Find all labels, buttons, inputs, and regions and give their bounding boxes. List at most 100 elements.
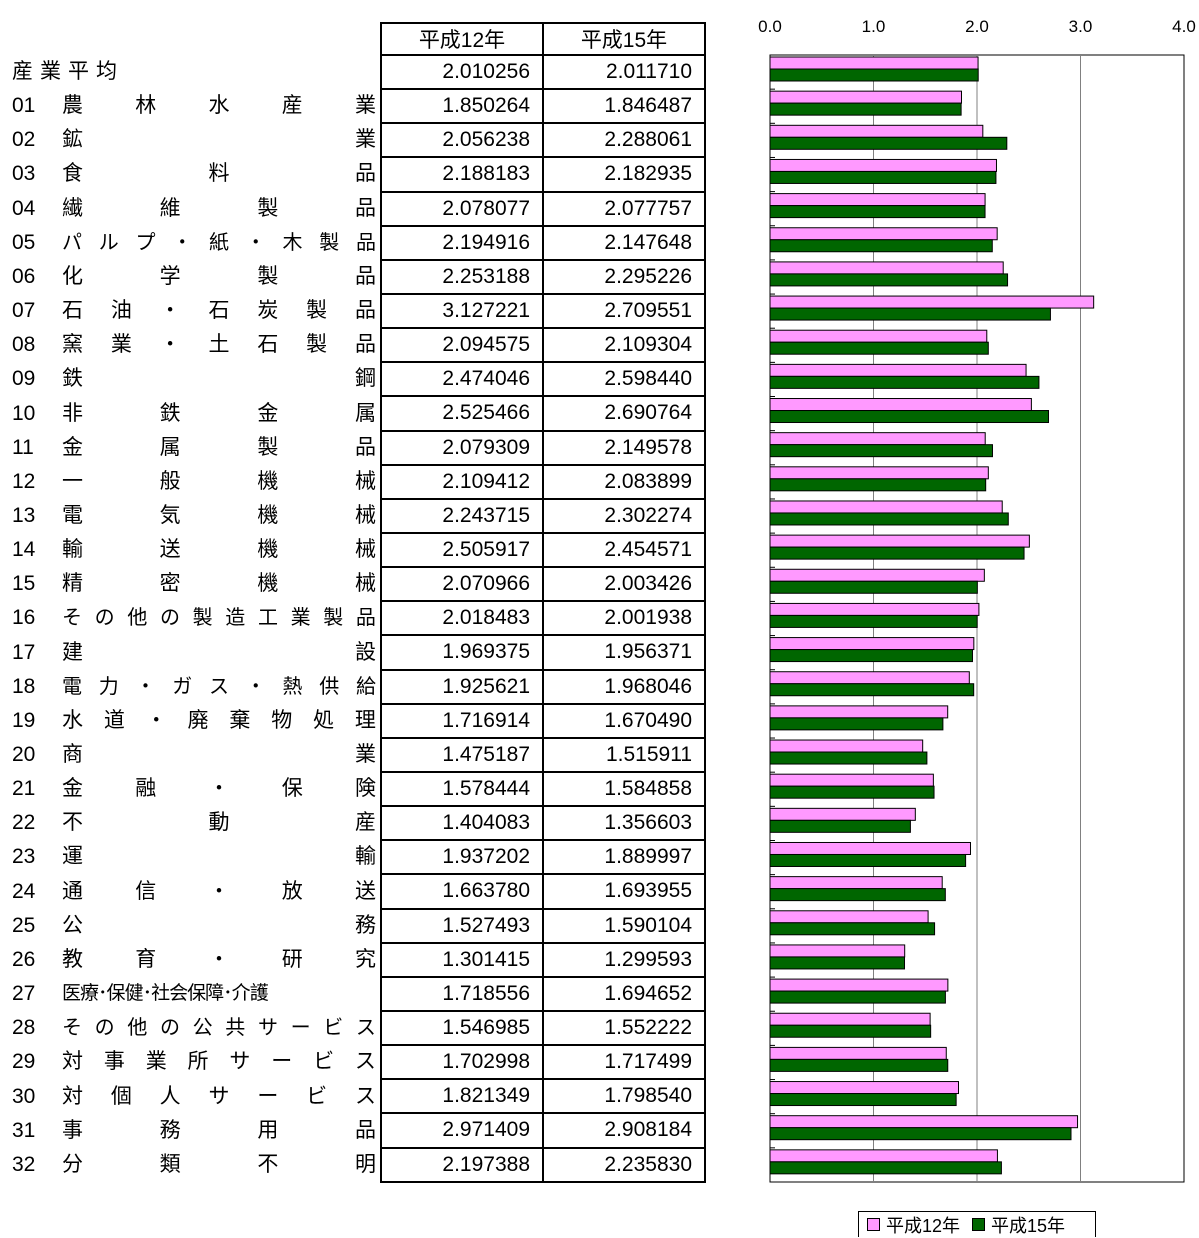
cell-h12: 2.505917 — [380, 531, 544, 569]
cell-h15: 2.454571 — [542, 531, 706, 569]
row-name: 対個人サービス — [62, 1084, 376, 1108]
bar — [769, 158, 997, 172]
cell-h15: 2.011710 — [542, 53, 706, 91]
row-label: 13 電気機械 — [12, 499, 376, 533]
table-row: 1.404083 1.356603 — [380, 805, 706, 842]
row-name: 公務 — [62, 913, 376, 937]
bar — [769, 876, 943, 890]
row-code: 11 — [12, 435, 34, 459]
table-row: 2.070966 2.003426 — [380, 566, 706, 603]
row-label: 31 事務用品 — [12, 1114, 376, 1148]
bar — [769, 444, 993, 458]
cell-h15: 1.356603 — [542, 805, 706, 842]
row-code: 02 — [12, 128, 36, 152]
row-code: 09 — [12, 367, 36, 391]
bar — [769, 170, 997, 184]
row-code: 20 — [12, 743, 36, 766]
row-name: 鉱業 — [62, 128, 376, 152]
row-label: 14 輸送機械 — [12, 533, 376, 567]
table-row: 2.474046 2.598440 — [380, 361, 706, 398]
bar — [769, 398, 1032, 412]
row-label: 25 公務 — [12, 909, 376, 943]
cell-h15: 2.295226 — [542, 258, 706, 295]
bar — [769, 751, 928, 765]
bar — [769, 56, 979, 70]
row-label: 03 食料品 — [12, 157, 376, 191]
bar — [769, 807, 916, 821]
x-tick-label: 0.0 — [758, 17, 782, 36]
cell-h12: 2.070966 — [380, 566, 544, 603]
cell-h15: 2.709551 — [542, 292, 706, 330]
row-label: 23 運輸 — [12, 840, 376, 874]
row-label: 27 医療･保健･社会保障･介護 — [12, 977, 376, 1011]
cell-h12: 1.527493 — [380, 907, 544, 944]
row-name: 一般機械 — [62, 469, 376, 493]
bar — [769, 136, 1008, 150]
table-row: 1.702998 1.717499 — [380, 1044, 706, 1081]
table-row: 2.197388 2.235830 — [380, 1146, 706, 1183]
table-row: 2.078077 2.077757 — [380, 190, 706, 227]
table-row: 1.821349 1.798540 — [380, 1078, 706, 1115]
cell-h15: 2.001938 — [542, 600, 706, 637]
bar — [769, 341, 989, 355]
bar — [769, 602, 980, 616]
cell-h15: 2.182935 — [542, 156, 706, 193]
row-label-column: 産業平均 01 農林水産業 02 鉱業 03 食料品 04 繊維製品 05 パルプ・紙・木製品 06 化… — [0, 0, 380, 1237]
cell-h15: 2.598440 — [542, 361, 706, 398]
row-code: 10 — [12, 401, 36, 425]
cell-h12: 1.821349 — [380, 1078, 544, 1115]
table-row: 2.505917 2.454571 — [380, 531, 706, 569]
cell-h12: 2.109412 — [380, 463, 544, 500]
cell-h12: 2.094575 — [380, 327, 544, 364]
row-label: 04 繊維製品 — [12, 192, 376, 226]
bar — [769, 261, 1004, 275]
row-name: 鉄鋼 — [62, 367, 376, 391]
bar — [769, 568, 985, 582]
table-row: 3.127221 2.709551 — [380, 292, 706, 330]
bar — [769, 841, 972, 855]
bar — [769, 683, 975, 697]
row-name: 教育・研究 — [62, 947, 376, 971]
bar — [769, 239, 993, 253]
cell-h15: 1.552222 — [542, 1009, 706, 1047]
row-label: 12 一般機械 — [12, 465, 376, 499]
row-name: 電気機械 — [62, 503, 376, 527]
row-name: 金属製品 — [62, 435, 376, 459]
row-label: 06 化学製品 — [12, 260, 376, 294]
row-label: 11 金属製品 — [12, 431, 376, 465]
row-name: 輸送機械 — [62, 538, 376, 562]
bar — [769, 853, 967, 867]
row-name: 化学製品 — [62, 264, 376, 288]
row-name: 繊維製品 — [62, 196, 376, 220]
bar — [769, 273, 1009, 287]
cell-h15: 2.149578 — [542, 429, 706, 466]
cell-h12: 2.188183 — [380, 156, 544, 193]
cell-h12: 1.475187 — [380, 736, 544, 773]
cell-h12: 1.850264 — [380, 88, 544, 125]
row-code: 24 — [12, 879, 36, 903]
x-tick-label: 2.0 — [965, 17, 989, 36]
row-name: 精密機械 — [62, 572, 376, 596]
row-code: 23 — [12, 845, 36, 869]
bar — [769, 410, 1049, 424]
x-tick-label: 1.0 — [862, 17, 886, 36]
row-name: 食料品 — [62, 162, 376, 186]
row-code: 03 — [12, 162, 36, 186]
cell-h15: 2.288061 — [542, 122, 706, 159]
cell-h12: 1.718556 — [380, 975, 544, 1012]
bar — [769, 68, 979, 82]
bar — [769, 1046, 947, 1060]
cell-h12: 2.194916 — [380, 224, 544, 261]
row-label: 17 建設 — [12, 636, 376, 670]
cell-h12: 1.925621 — [380, 668, 544, 705]
table-row: 1.716914 1.670490 — [380, 702, 706, 739]
row-name: 建設 — [62, 640, 376, 664]
bar — [769, 717, 944, 731]
row-code: 22 — [12, 811, 36, 835]
bar — [769, 785, 935, 799]
legend-label-h12: 平成12年 — [886, 1215, 961, 1236]
bar — [769, 375, 1040, 389]
row-label: 08 窯業・土石製品 — [12, 328, 376, 362]
row-code: 25 — [12, 913, 36, 937]
